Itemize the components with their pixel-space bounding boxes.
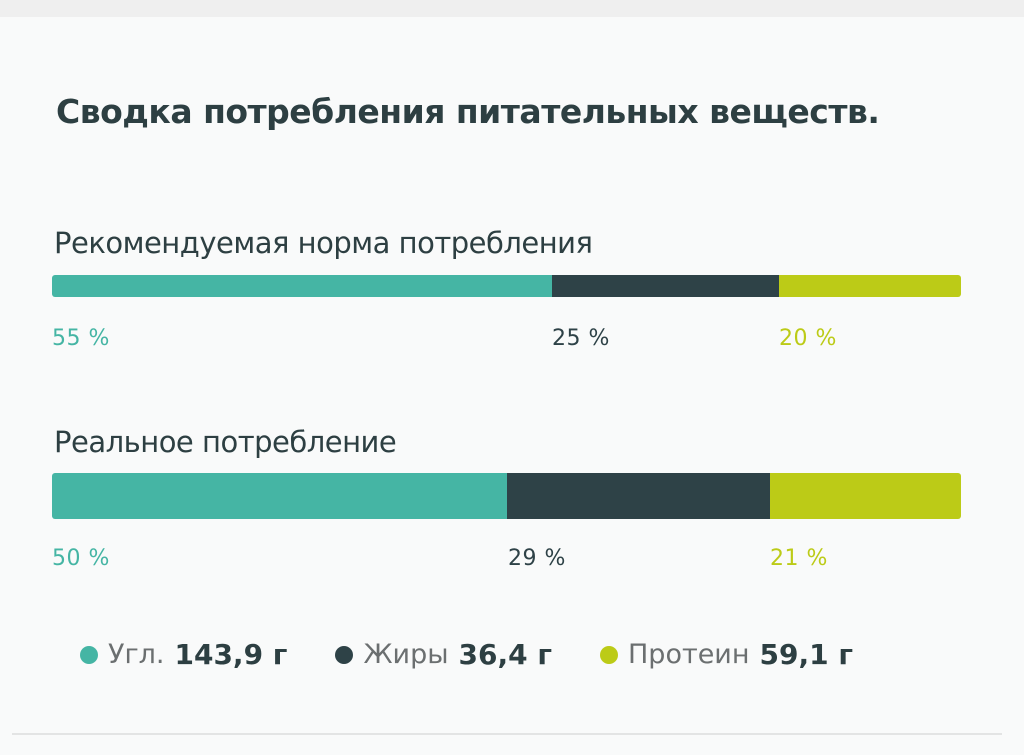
actual-protein-segment [770, 473, 961, 519]
recommended-fats-pct: 25 % [552, 326, 610, 351]
actual-carbs-pct: 50 % [52, 546, 110, 571]
legend-carbs-value: 143,9 г [174, 638, 288, 671]
chart-title: Сводка потребления питательных веществ. [56, 92, 880, 131]
recommended-carbs-pct: 55 % [52, 326, 110, 351]
legend-fats-value: 36,4 г [458, 638, 552, 671]
recommended-fats-segment [551, 275, 780, 297]
legend-protein-name: Протеин [628, 639, 750, 670]
legend: Угл. 143,9 г Жиры 36,4 г Протеин 59,1 г [80, 638, 901, 671]
recommended-protein-segment [779, 275, 961, 297]
actual-fats-pct: 29 % [508, 546, 566, 571]
legend-item-protein: Протеин 59,1 г [600, 638, 853, 671]
recommended-bar [52, 275, 961, 297]
actual-carbs-segment [52, 473, 507, 519]
actual-fats-segment [506, 473, 771, 519]
actual-label: Реальное потребление [54, 425, 397, 459]
fats-dot-icon [335, 645, 354, 664]
recommended-protein-pct: 20 % [779, 326, 837, 351]
actual-protein-pct: 21 % [770, 546, 828, 571]
carbs-dot-icon [80, 645, 98, 664]
actual-bar [52, 473, 961, 519]
divider [12, 733, 1002, 735]
legend-item-fats: Жиры 36,4 г [335, 638, 552, 671]
recommended-carbs-segment [52, 275, 552, 297]
legend-carbs-name: Угл. [108, 639, 165, 670]
protein-dot-icon [600, 645, 618, 664]
legend-fats-name: Жиры [363, 639, 449, 670]
legend-item-carbs: Угл. 143,9 г [80, 638, 287, 671]
top-bar [0, 0, 1024, 17]
recommended-label: Рекомендуемая норма потребления [54, 226, 593, 260]
legend-protein-value: 59,1 г [759, 638, 853, 671]
